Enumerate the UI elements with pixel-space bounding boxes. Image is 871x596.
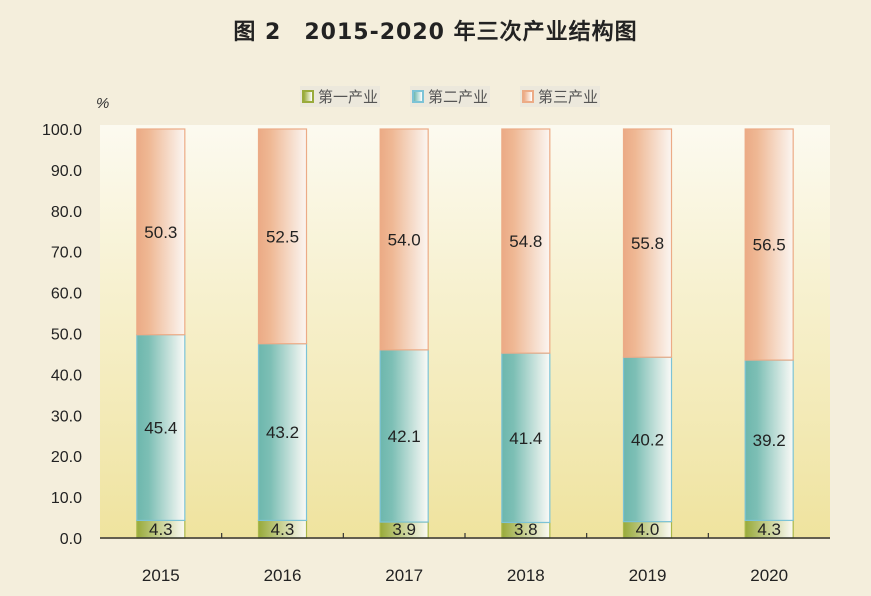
data-label: 3.9: [392, 520, 416, 539]
data-label: 40.2: [631, 430, 664, 449]
x-tick-label: 2015: [142, 566, 180, 585]
legend: 第一产业 第二产业 第三产业: [300, 86, 601, 107]
legend-label: 第三产业: [538, 88, 599, 106]
y-axis-unit: %: [96, 95, 109, 112]
data-label: 41.4: [509, 429, 542, 448]
data-label: 55.8: [631, 234, 664, 253]
data-label: 54.0: [388, 230, 421, 249]
bar-segment-2019-1: [622, 356, 673, 523]
legend-swatch-primary: [302, 90, 314, 103]
data-label: 52.5: [266, 227, 299, 246]
data-label: 54.8: [509, 232, 542, 251]
data-label: 39.2: [753, 431, 786, 450]
y-tick-label: 30.0: [51, 408, 82, 425]
x-tick-label: 2019: [629, 566, 667, 585]
legend-label: 第二产业: [428, 88, 489, 106]
bar-segment-2016-1: [257, 343, 308, 522]
y-tick-label: 40.0: [51, 367, 82, 384]
x-tick-label: 2017: [385, 566, 423, 585]
bar-segment-2016-2: [257, 128, 308, 345]
bar-segment-2015-2: [136, 128, 186, 336]
legend-item-secondary: 第二产业: [410, 86, 491, 107]
bar-segment-2019-2: [622, 128, 673, 358]
data-label: 42.1: [388, 427, 421, 446]
bar-segment-2020-1: [744, 359, 794, 522]
y-tick-label: 50.0: [51, 327, 82, 344]
legend-swatch-secondary: [412, 90, 425, 103]
plot-area: [100, 125, 830, 539]
x-tick-label: 2016: [264, 566, 302, 585]
legend-label: 第一产业: [318, 88, 379, 106]
bar-segment-2020-2: [744, 128, 794, 361]
bar-segment-2018-2: [501, 128, 551, 354]
x-tick-label: 2018: [507, 566, 545, 585]
legend-item-tertiary: 第三产业: [520, 86, 601, 107]
y-tick-label: 100.0: [42, 122, 82, 139]
y-tick-label: 20.0: [51, 449, 82, 466]
y-tick-label: 80.0: [51, 204, 82, 221]
data-label: 3.8: [514, 520, 538, 539]
y-tick-label: 90.0: [51, 163, 82, 180]
data-label: 56.5: [753, 236, 786, 255]
data-label: 4.3: [149, 520, 173, 539]
chart-title: 图 2 2015-2020 年三次产业结构图: [233, 20, 638, 45]
bar-segment-2017-1: [379, 349, 429, 523]
y-tick-label: 60.0: [51, 286, 82, 303]
data-label: 4.3: [271, 520, 295, 539]
data-label: 4.3: [757, 520, 781, 539]
legend-item-primary: 第一产业: [300, 86, 381, 107]
y-tick-label: 10.0: [51, 490, 82, 507]
data-label: 4.0: [636, 520, 660, 539]
data-label: 43.2: [266, 423, 299, 442]
bar-segment-2017-2: [379, 128, 429, 351]
bar-segment-2018-1: [501, 352, 551, 524]
y-tick-label: 70.0: [51, 245, 82, 262]
legend-swatch-tertiary: [522, 90, 535, 103]
data-label: 45.4: [144, 419, 177, 438]
y-tick-label: 0.0: [60, 531, 82, 548]
x-tick-label: 2020: [750, 566, 788, 585]
data-label: 50.3: [144, 223, 177, 242]
